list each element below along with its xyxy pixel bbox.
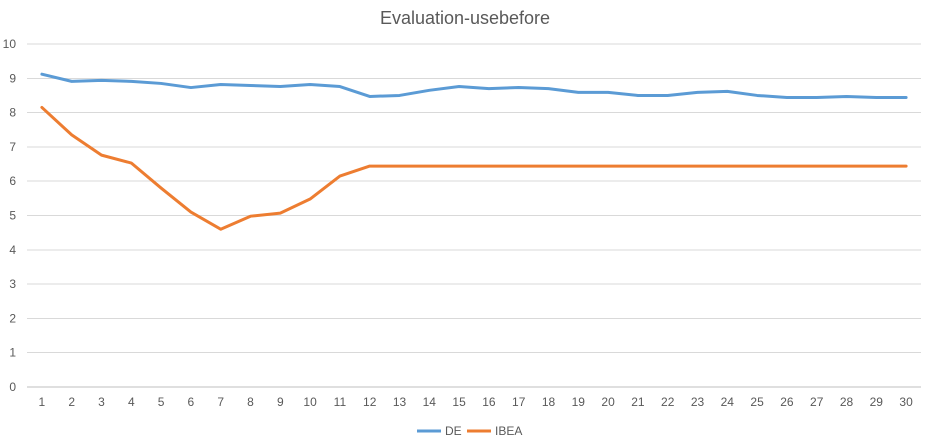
x-tick-label: 6 [188,395,195,409]
chart-title: Evaluation-usebefore [380,8,550,28]
y-axis-ticks: 0 1 2 3 4 5 6 7 8 9 10 [3,37,17,394]
x-tick-label: 1 [39,395,46,409]
x-tick-label: 16 [482,395,496,409]
series-line-de [40,72,908,100]
x-tick-label: 14 [423,395,437,409]
x-tick-label: 10 [303,395,317,409]
x-tick-label: 17 [512,395,526,409]
x-tick-label: 19 [572,395,586,409]
x-tick-label: 8 [247,395,254,409]
y-tick-label: 4 [9,243,16,257]
x-tick-label: 27 [810,395,824,409]
y-tick-label: 6 [9,174,16,188]
x-tick-label: 26 [780,395,794,409]
legend-label-de: DE [445,424,462,438]
x-tick-label: 18 [542,395,556,409]
x-tick-label: 30 [899,395,913,409]
y-tick-label: 5 [9,209,16,223]
legend-label-ibea: IBEA [495,424,522,438]
x-tick-label: 24 [721,395,735,409]
x-tick-label: 28 [840,395,854,409]
series-line-ibea [40,105,908,231]
y-tick-label: 2 [9,311,16,325]
x-tick-label: 9 [277,395,284,409]
x-tick-label: 15 [452,395,466,409]
y-tick-label: 0 [9,380,16,394]
x-tick-label: 5 [158,395,165,409]
x-axis-ticks: 1 2 3 4 5 6 7 8 9 10 11 12 13 14 15 16 17 18 19 20 21 22 23 24 2… [39,395,914,409]
x-tick-label: 20 [601,395,615,409]
y-tick-label: 9 [9,71,16,85]
y-tick-label: 1 [9,346,16,360]
gridlines [27,43,921,388]
x-tick-label: 23 [691,395,705,409]
series-lines [40,72,908,231]
x-tick-label: 21 [631,395,645,409]
x-tick-label: 22 [661,395,675,409]
x-tick-label: 25 [750,395,764,409]
x-tick-label: 29 [870,395,884,409]
x-tick-label: 7 [217,395,224,409]
y-tick-label: 7 [9,140,16,154]
y-tick-label: 10 [3,37,17,51]
x-tick-label: 2 [68,395,75,409]
x-tick-label: 12 [363,395,377,409]
x-tick-label: 11 [334,395,347,409]
y-tick-label: 8 [9,106,16,120]
legend: DE IBEA [417,424,522,438]
y-tick-label: 3 [9,277,16,291]
x-tick-label: 13 [393,395,407,409]
x-tick-label: 4 [128,395,135,409]
x-tick-label: 3 [98,395,105,409]
